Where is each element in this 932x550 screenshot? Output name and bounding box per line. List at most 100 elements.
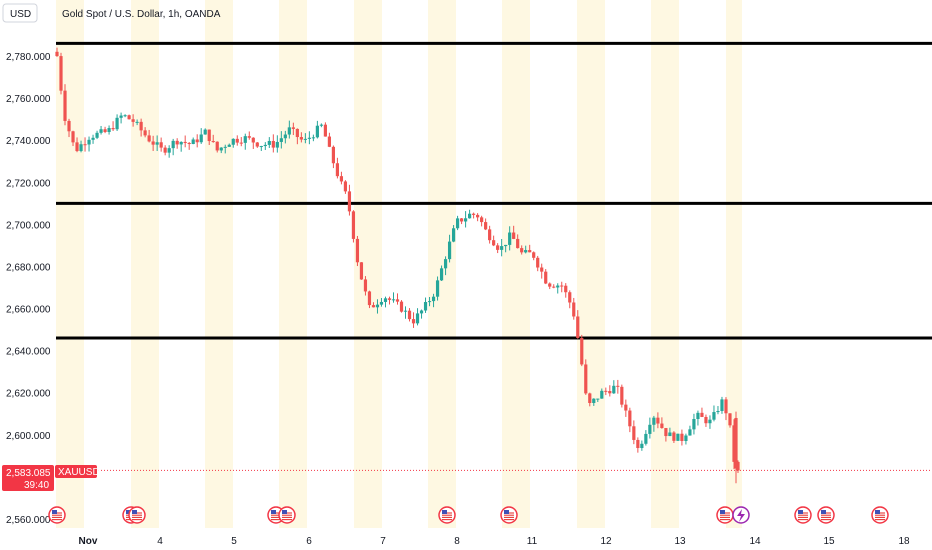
candle-body	[544, 271, 548, 284]
us-flag-event-icon[interactable]	[794, 506, 812, 524]
candle-body	[600, 390, 604, 399]
candle-body	[492, 240, 496, 246]
horizontal-levels[interactable]	[56, 41, 932, 340]
price-badge: 2,583.085 39:40	[2, 465, 54, 491]
candle-body	[496, 245, 500, 250]
candle-body	[371, 305, 376, 308]
candle-body	[512, 232, 516, 239]
candle-body	[459, 218, 464, 222]
session-band	[354, 0, 382, 528]
candle-body	[143, 130, 147, 136]
price-tick-label: 2,780.000	[6, 52, 51, 63]
candle-body	[734, 417, 738, 469]
candle-body	[87, 139, 91, 145]
us-flag-event-icon[interactable]	[500, 506, 518, 524]
us-flag-event-icon[interactable]	[817, 506, 835, 524]
candle-body	[347, 191, 352, 212]
candle-body	[91, 137, 95, 140]
candle-body	[584, 364, 588, 394]
candle-body	[399, 301, 404, 312]
candle-body	[656, 417, 660, 424]
candle-body	[668, 432, 672, 437]
candle-body	[199, 134, 203, 143]
economic-events[interactable]	[48, 506, 889, 524]
candle-body	[516, 238, 520, 249]
candle-body	[59, 56, 63, 91]
candle-body	[680, 433, 684, 441]
candle-body	[427, 301, 432, 303]
price-tick-label: 2,560.000	[6, 515, 51, 526]
session-band	[279, 0, 307, 528]
candle-body	[187, 142, 191, 145]
candle-body	[564, 285, 568, 293]
candle-body	[720, 399, 724, 411]
candle-body	[403, 310, 408, 312]
price-tick-label: 2,720.000	[6, 178, 51, 189]
candle-body	[79, 144, 83, 152]
candle-body	[127, 115, 131, 120]
candle-body	[423, 302, 428, 311]
candle-body	[63, 90, 67, 121]
us-flag-event-icon[interactable]	[278, 506, 296, 524]
time-tick-label: 14	[749, 536, 761, 547]
candle-body	[75, 142, 79, 152]
candle-body	[343, 181, 348, 192]
candle-body	[443, 259, 448, 269]
price-tick-label: 2,700.000	[6, 220, 51, 231]
us-flag-event-icon[interactable]	[48, 506, 66, 524]
candle-body	[500, 246, 504, 250]
candle-body	[552, 286, 556, 288]
candle-body	[480, 217, 484, 223]
candle-body	[624, 404, 628, 411]
candle-body	[620, 386, 624, 405]
candle-body	[672, 432, 676, 441]
us-flag-event-icon[interactable]	[438, 506, 456, 524]
candle-body	[628, 410, 632, 427]
candle-body	[431, 296, 436, 302]
candle-body	[159, 142, 163, 148]
candle-body	[648, 424, 652, 434]
candle-body	[123, 115, 127, 117]
time-tick-label: 6	[306, 536, 312, 547]
candle-body	[119, 115, 123, 118]
candle-body	[111, 128, 115, 130]
us-flag-event-icon[interactable]	[871, 506, 889, 524]
candle-body	[636, 439, 640, 449]
candle-body	[131, 119, 135, 122]
candle-body	[588, 393, 592, 403]
candle-body	[251, 137, 255, 143]
candle-body	[664, 428, 668, 437]
time-tick-label: 18	[898, 536, 910, 547]
us-flag-event-icon[interactable]	[716, 506, 734, 524]
candle-body	[283, 134, 287, 139]
candle-body	[359, 262, 364, 280]
candle-body	[632, 426, 636, 440]
countdown-timer: 39:40	[24, 480, 49, 491]
candle-body	[580, 337, 584, 365]
candle-body	[207, 129, 211, 142]
us-flag-event-icon[interactable]	[128, 506, 146, 524]
candle-body	[415, 313, 420, 324]
candle-body	[464, 218, 468, 222]
price-tick-label: 2,760.000	[6, 94, 51, 105]
time-axis[interactable]: Nov 4 5 6 7 8 11 12 13 14 15 18	[79, 536, 910, 547]
candle-body	[484, 222, 488, 230]
price-tick-label: 2,740.000	[6, 136, 51, 147]
last-price-value: 2,583.085	[6, 468, 51, 479]
lightning-event-icon[interactable]	[732, 506, 750, 524]
currency-button[interactable]: USD	[2, 3, 38, 23]
candle-body	[67, 120, 71, 132]
candle-body	[167, 148, 171, 153]
candle-body	[311, 137, 315, 139]
candle-body	[644, 433, 648, 444]
candle-body	[712, 412, 716, 420]
candle-body	[183, 141, 187, 143]
candle-body	[612, 385, 616, 394]
candle-body	[652, 417, 656, 425]
candle-body	[203, 129, 207, 135]
time-tick-label: Nov	[79, 536, 98, 547]
price-axis[interactable]: 2,560.0002,580.0002,600.0002,620.0002,64…	[6, 52, 51, 526]
time-tick-label: 8	[454, 536, 460, 547]
candle-body	[367, 291, 372, 306]
